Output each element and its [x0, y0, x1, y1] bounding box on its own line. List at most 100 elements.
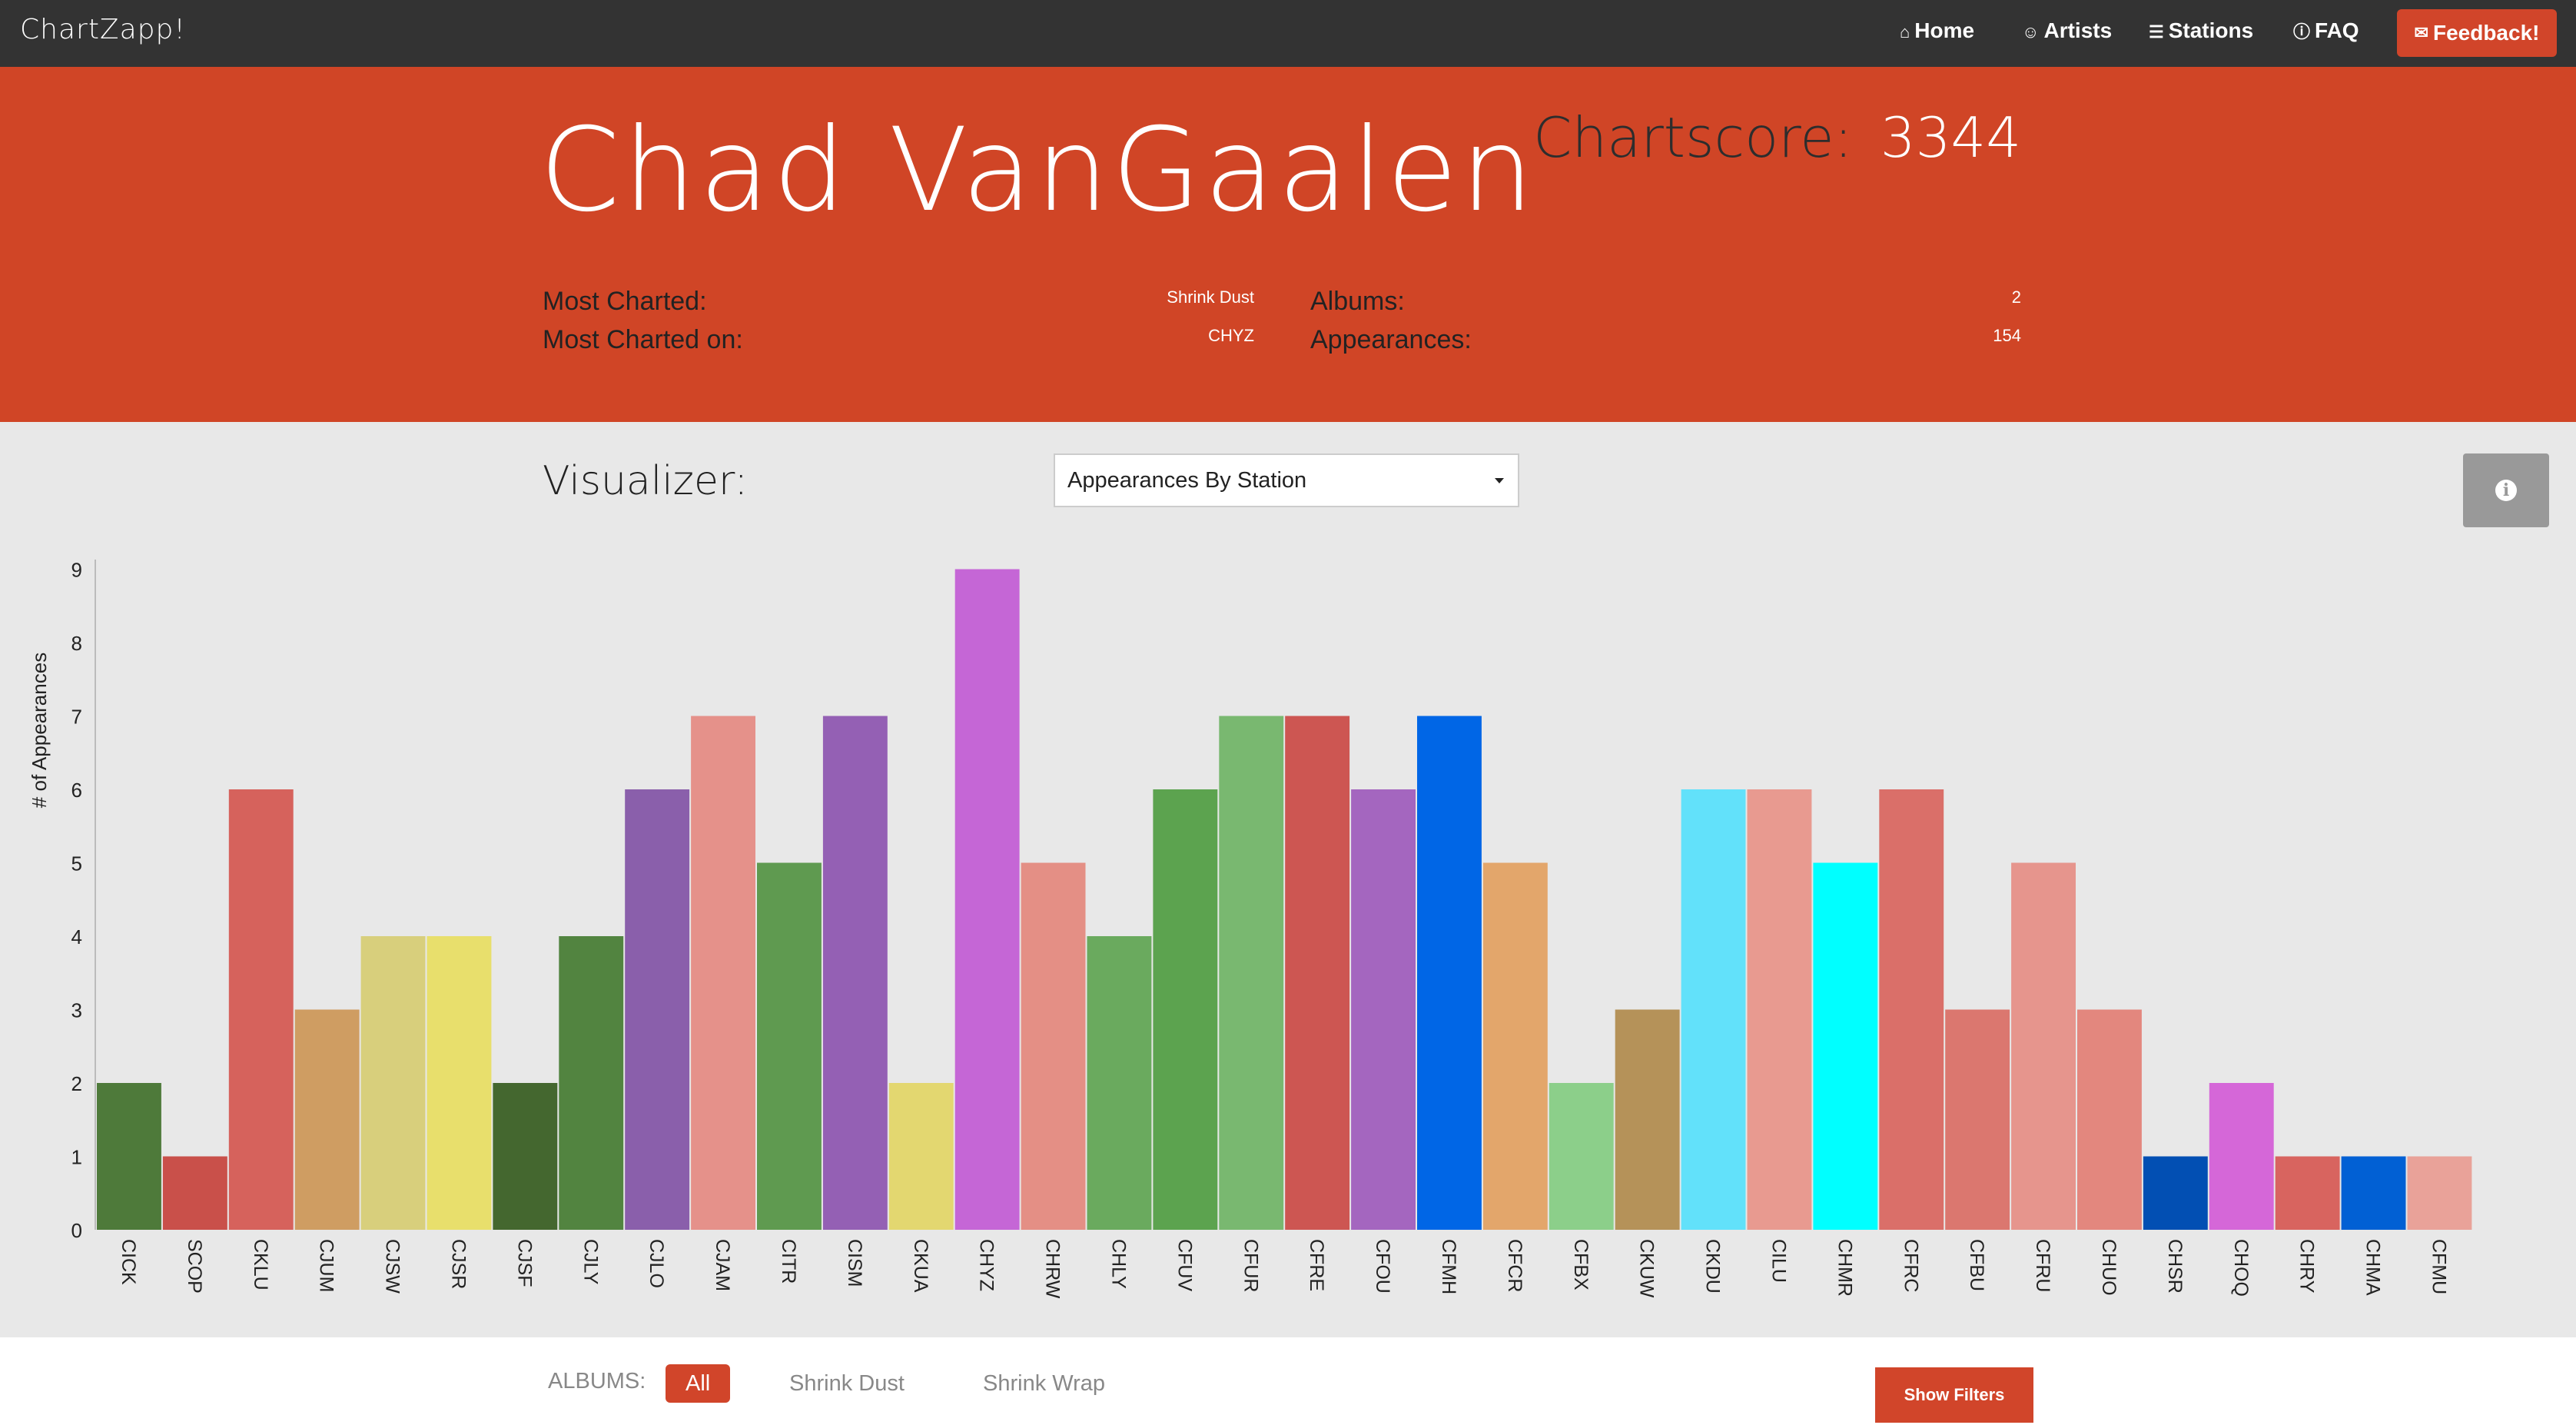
bar-cilu[interactable]	[1748, 789, 1812, 1230]
visualizer-select[interactable]: Appearances By Station	[1054, 453, 1519, 507]
caret-down-icon	[1495, 478, 1504, 483]
bar-cjlo[interactable]	[625, 789, 689, 1230]
x-tick-label: CKUW	[1636, 1239, 1658, 1298]
album-filter-bar	[0, 1337, 2576, 1425]
bar-cfbx[interactable]	[1549, 1083, 1614, 1230]
bar-cjly[interactable]	[559, 936, 623, 1230]
bar-chly[interactable]	[1087, 936, 1152, 1230]
most-charted-value: Shrink Dust	[1076, 287, 1254, 307]
x-tick-label: CHLY	[1107, 1239, 1129, 1289]
list-icon: ☰	[2149, 22, 2164, 42]
chartscore-label: Chartscore:	[1533, 105, 1853, 170]
album-filter-shrink-wrap[interactable]: Shrink Wrap	[983, 1364, 1105, 1403]
info-button[interactable]: i	[2463, 453, 2549, 527]
bar-cfru[interactable]	[2011, 863, 2076, 1231]
artists-icon: ☺	[2022, 22, 2039, 42]
bar-cfrc[interactable]	[1879, 789, 1944, 1230]
visualizer-selected-value: Appearances By Station	[1067, 468, 1306, 493]
chartscore-value: 3344	[1881, 105, 2021, 170]
x-tick-label: CFUV	[1173, 1239, 1195, 1291]
bar-cick[interactable]	[97, 1083, 161, 1230]
y-tick-label: 1	[71, 1146, 82, 1169]
x-tick-label: CFRU	[2032, 1239, 2053, 1292]
nav-faq[interactable]: ⓘ FAQ	[2293, 18, 2359, 43]
x-tick-label: CJLO	[646, 1239, 667, 1288]
x-tick-label: CFRE	[1306, 1239, 1327, 1291]
bar-chmr[interactable]	[1813, 863, 1877, 1231]
x-tick-label: CHRY	[2296, 1239, 2318, 1294]
bar-chrw[interactable]	[1021, 863, 1086, 1231]
bar-cjsw[interactable]	[361, 936, 426, 1230]
show-filters-button[interactable]: Show Filters	[1875, 1367, 2033, 1423]
nav-artists-label: Artists	[2043, 18, 2112, 42]
bar-ckua[interactable]	[889, 1083, 954, 1230]
most-charted-label: Most Charted:	[543, 287, 707, 317]
bar-cfre[interactable]	[1285, 716, 1349, 1231]
feedback-button[interactable]: ✉ Feedback!	[2397, 9, 2557, 57]
bar-cfmu[interactable]	[2408, 1157, 2472, 1231]
x-tick-label: CHOQ	[2230, 1239, 2252, 1297]
x-tick-label: CJUM	[316, 1239, 337, 1292]
visualizer-title: Visualizer:	[543, 458, 748, 504]
nav-home-label: Home	[1914, 18, 1974, 42]
bar-chry[interactable]	[2276, 1157, 2340, 1231]
bar-cjsr[interactable]	[427, 936, 492, 1230]
appearances-label: Appearances:	[1310, 325, 1472, 355]
bar-chuo[interactable]	[2077, 1010, 2142, 1231]
bar-cjsf[interactable]	[493, 1083, 557, 1230]
brand-logo[interactable]: ChartZapp!	[20, 14, 186, 45]
bar-cfbu[interactable]	[1945, 1010, 2010, 1231]
feedback-label: Feedback!	[2433, 21, 2540, 45]
y-tick-label: 7	[71, 706, 82, 729]
nav-home[interactable]: ⌂ Home	[1900, 18, 1974, 43]
bar-chsr[interactable]	[2143, 1157, 2208, 1231]
album-filter-shrink-dust[interactable]: Shrink Dust	[789, 1364, 905, 1403]
x-tick-label: CHUO	[2098, 1239, 2120, 1296]
home-icon: ⌂	[1900, 22, 1910, 42]
albums-count-label: Albums:	[1310, 287, 1405, 317]
bar-cfcr[interactable]	[1483, 863, 1548, 1231]
artist-header: Chad VanGaalen Chartscore: 3344 Most Char…	[0, 67, 2576, 422]
x-tick-label: CHSR	[2164, 1239, 2186, 1294]
x-tick-label: CJSF	[513, 1239, 535, 1287]
x-tick-label: CFMH	[1438, 1239, 1459, 1294]
appearances-value: 154	[1844, 326, 2021, 346]
x-tick-label: CHMR	[1834, 1239, 1855, 1297]
bar-cfur[interactable]	[1219, 716, 1283, 1231]
envelope-icon: ✉	[2415, 23, 2428, 43]
bar-cjam[interactable]	[691, 716, 755, 1231]
albums-filter-label: ALBUMS:	[548, 1369, 646, 1394]
bar-chyz[interactable]	[955, 570, 1020, 1231]
artist-name: Chad VanGaalen	[539, 113, 1537, 228]
bar-cfuv[interactable]	[1153, 789, 1217, 1230]
info-icon: ⓘ	[2293, 22, 2310, 42]
y-tick-label: 4	[71, 925, 82, 948]
bar-ckdu[interactable]	[1681, 789, 1746, 1230]
y-tick-label: 5	[71, 852, 82, 875]
x-tick-label: CJAM	[712, 1239, 733, 1291]
bar-ckuw[interactable]	[1615, 1010, 1680, 1231]
bar-citr[interactable]	[757, 863, 822, 1231]
x-tick-label: CHYZ	[976, 1239, 998, 1291]
nav-artists[interactable]: ☺ Artists	[2022, 18, 2112, 43]
x-tick-label: CFBU	[1966, 1239, 1987, 1291]
bar-cklu[interactable]	[229, 789, 294, 1230]
navbar: ChartZapp! ⌂ Home ☺ Artists ☰ Stations ⓘ FAQ…	[0, 0, 2576, 67]
nav-faq-label: FAQ	[2315, 18, 2359, 42]
album-filter-all[interactable]: All	[666, 1364, 730, 1403]
y-tick-label: 8	[71, 632, 82, 655]
info-icon: i	[2495, 480, 2517, 501]
y-tick-label: 9	[71, 559, 82, 582]
bar-choq[interactable]	[2209, 1083, 2274, 1230]
bar-cfmh[interactable]	[1417, 716, 1482, 1231]
bar-chma[interactable]	[2342, 1157, 2406, 1231]
bar-cjum[interactable]	[295, 1010, 360, 1231]
bar-scop[interactable]	[163, 1157, 227, 1231]
x-tick-label: CISM	[844, 1239, 865, 1287]
bar-cism[interactable]	[823, 716, 888, 1231]
nav-stations[interactable]: ☰ Stations	[2149, 18, 2253, 43]
bar-cfou[interactable]	[1351, 789, 1416, 1230]
x-tick-label: CFCR	[1504, 1239, 1525, 1292]
y-tick-label: 6	[71, 779, 82, 802]
x-tick-label: CKLU	[250, 1239, 271, 1290]
